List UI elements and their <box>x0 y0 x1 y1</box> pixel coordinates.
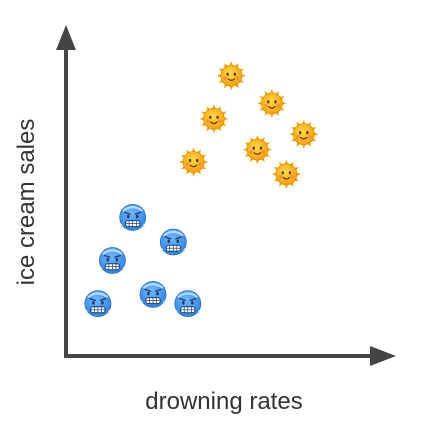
sun-face-icon <box>257 88 287 118</box>
cold-face-icon <box>84 290 112 318</box>
x-axis-label: drowning rates <box>145 388 302 415</box>
cold-face-icon <box>99 247 126 274</box>
sun-face-icon <box>271 159 301 189</box>
cold-face-icon <box>119 203 147 231</box>
series-cold-face <box>84 203 202 318</box>
sun-face-icon <box>199 104 229 134</box>
axes <box>56 25 396 366</box>
sun-face-icon <box>179 147 209 177</box>
sun-face-icon <box>289 119 319 149</box>
cold-face-icon <box>159 228 187 256</box>
series-sun-face <box>179 61 319 189</box>
x-axis-arrowhead <box>370 346 396 366</box>
cold-face-icon <box>139 280 167 308</box>
y-axis-arrowhead <box>56 25 76 50</box>
sun-face-icon <box>216 61 246 91</box>
cold-face-icon <box>174 290 202 318</box>
sun-face-icon <box>242 135 272 165</box>
y-axis-label: ice cream sales <box>13 119 40 286</box>
marks <box>84 61 319 318</box>
